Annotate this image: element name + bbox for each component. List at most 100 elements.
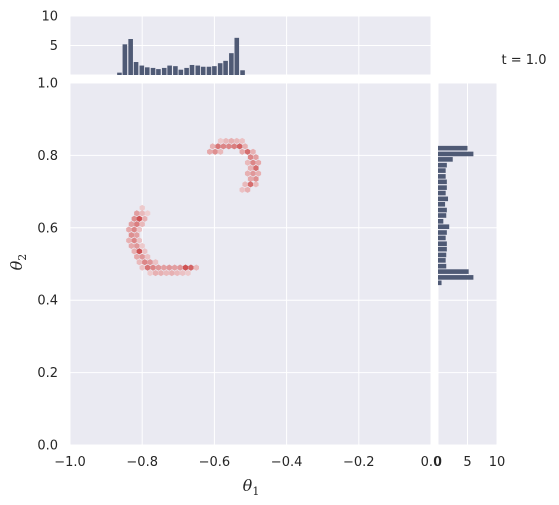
hexbin-cell — [155, 264, 162, 271]
hexbin-cell — [215, 143, 221, 150]
hexbin-cell — [247, 154, 254, 161]
marginal-x-bar — [128, 39, 133, 75]
hexbin-cell — [134, 221, 140, 228]
marginal-y-bar — [438, 269, 469, 274]
marginal-y-bar — [438, 213, 447, 218]
marginal-y-bar — [438, 201, 446, 207]
marginal-y-bar — [438, 162, 447, 168]
x-tick-label: −0.2 — [343, 455, 375, 470]
marginal-y-bar — [438, 179, 447, 185]
marginal-y-bar — [438, 218, 444, 224]
hexbin-cell — [255, 170, 262, 177]
x-axis-label-symbol: θ — [243, 476, 253, 495]
hexbin-cell — [217, 148, 224, 155]
y-axis-label: θ2 — [7, 254, 29, 271]
marginal-x-bar — [195, 65, 201, 75]
joint-panel-background — [70, 83, 431, 445]
hexbin-cell — [142, 259, 148, 266]
hexbin-cell — [253, 175, 259, 182]
y-tick-label: 0.2 — [37, 366, 58, 381]
marginal-y-bar — [438, 190, 446, 196]
marginal-y-tick-label: 5 — [463, 455, 471, 470]
hexbin-cell — [217, 137, 224, 144]
y-tick-label: 0.6 — [37, 221, 58, 236]
marginal-y-bar — [438, 258, 446, 263]
marginal-x-bar — [178, 69, 184, 75]
x-tick-label: −0.4 — [271, 455, 303, 470]
x-tick-label: 0.0 — [421, 455, 442, 470]
hexbin-cell — [139, 204, 145, 211]
hexbin-cell — [128, 242, 135, 249]
hexbin-cell — [134, 231, 140, 239]
marginal-x-bar — [173, 66, 178, 75]
hexbin-cell — [255, 159, 262, 166]
hexbin-cell — [136, 226, 142, 233]
marginal-y-bar — [438, 230, 447, 235]
hexbin-cell — [228, 137, 235, 144]
marginal-x-tick-label: 5 — [50, 39, 58, 54]
y-axis-label-subscript: 2 — [16, 254, 29, 261]
hexbin-cell — [131, 237, 137, 244]
y-axis-label-symbol: θ — [7, 260, 26, 270]
marginal-y-bar — [438, 275, 474, 280]
hexbin-cell — [147, 259, 153, 266]
marginal-x-bar — [184, 67, 189, 75]
hexbin-cell — [231, 143, 237, 150]
hexbin-cell — [247, 181, 254, 188]
hexbin-cell — [250, 148, 256, 155]
marginal-x-histogram: 5 10 — [41, 10, 432, 76]
hexbin-cell — [139, 253, 145, 260]
y-tick-label: 1.0 — [37, 77, 58, 92]
hexbin-cell — [174, 269, 180, 277]
time-annotation: t = 1.0 — [502, 53, 547, 68]
hexbin-cell — [244, 170, 251, 177]
hexbin-cell — [163, 269, 170, 277]
hexbin-cell — [139, 210, 145, 217]
hexbin-cell — [142, 215, 148, 222]
x-tick-label: −1.0 — [54, 455, 86, 470]
hexbin-cell — [223, 137, 229, 144]
hexbin-cell — [177, 264, 183, 271]
marginal-x-bar — [122, 44, 128, 75]
hexbin-cell — [158, 269, 164, 277]
y-tick-label: 0.4 — [37, 294, 58, 309]
hexbin-cell — [247, 165, 254, 172]
marginal-y-bar — [438, 235, 446, 241]
hexbin-cell — [207, 148, 213, 155]
marginal-y-histogram: 0 5 10 — [434, 82, 505, 470]
marginal-x-bar — [156, 69, 161, 75]
hexbin-cell — [150, 264, 156, 271]
hexbin-cell — [161, 264, 167, 271]
hexbin-cell — [237, 143, 243, 150]
hexbin-cell — [131, 248, 137, 255]
hexbin-cell — [253, 165, 259, 172]
marginal-x-bar — [206, 66, 212, 75]
hexbin-cell — [147, 269, 153, 277]
x-tick-label: −0.8 — [126, 455, 158, 470]
hexbin-cell — [139, 264, 145, 271]
hexbin-cell — [136, 248, 142, 255]
hexbin-cell — [244, 148, 251, 155]
hexbin-cell — [220, 143, 227, 150]
hexbin-cell — [166, 264, 172, 271]
marginal-y-bar — [438, 207, 447, 213]
marginal-x-bar — [167, 65, 172, 75]
marginal-y-bar — [438, 241, 447, 247]
marginal-y-bar — [438, 280, 442, 286]
hexbin-cell — [139, 221, 145, 228]
hexbin-cell — [126, 237, 132, 244]
x-axis-label-subscript: 1 — [252, 485, 259, 498]
hexbin-cell — [131, 215, 137, 222]
hexbin-cell — [242, 181, 248, 188]
marginal-x-bar — [150, 67, 156, 75]
hexbin-cell — [244, 186, 251, 193]
marginal-x-bar — [234, 37, 240, 75]
marginal-y-bar — [438, 168, 446, 173]
marginal-x-bar — [223, 60, 228, 75]
hexbin-cell — [226, 143, 232, 150]
hexbin-cell — [179, 269, 186, 277]
hexbin-cell — [136, 237, 142, 244]
marginal-x-bar — [189, 64, 195, 75]
hexbin-cell — [239, 186, 245, 193]
